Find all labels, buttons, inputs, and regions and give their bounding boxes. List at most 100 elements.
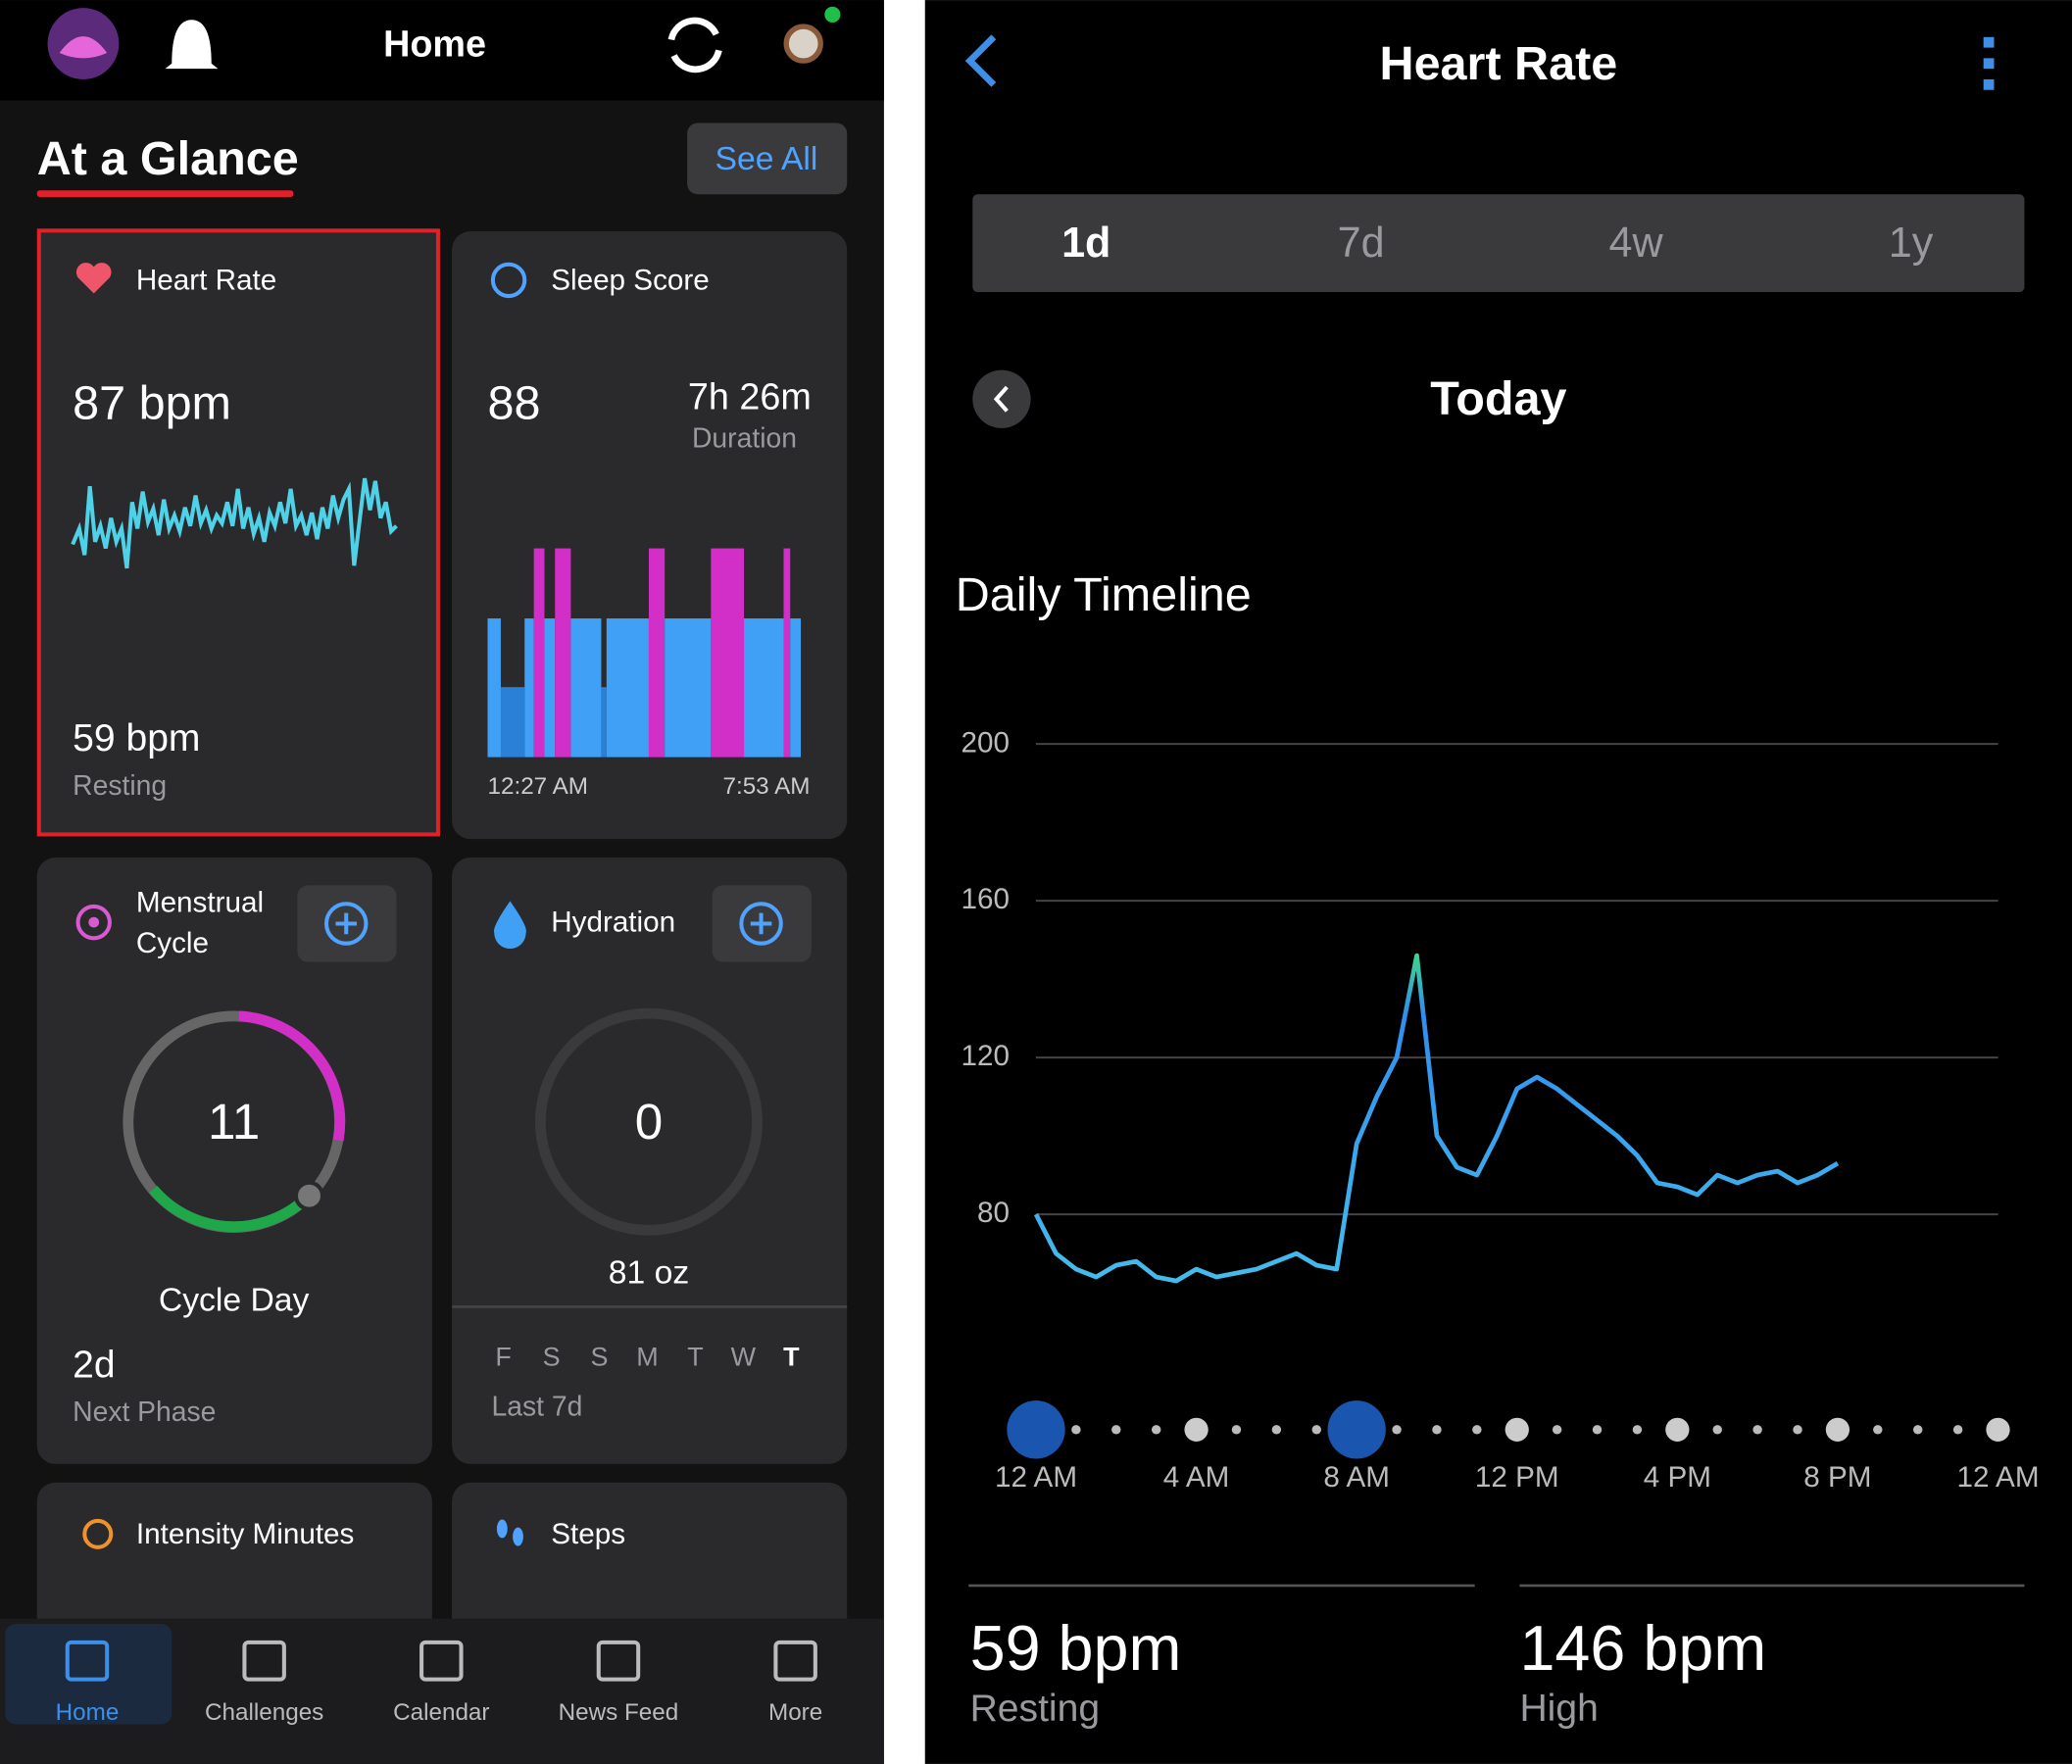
previous-day-button[interactable] (972, 369, 1031, 428)
sync-icon[interactable] (667, 17, 722, 74)
see-all-button[interactable] (687, 122, 848, 195)
menstrual-cycle-card[interactable] (36, 858, 432, 1464)
next-phase: 2d (73, 1344, 115, 1386)
x-tick-label: 8 AM (1323, 1461, 1390, 1494)
x-tick-label: 12 AM (995, 1461, 1077, 1494)
hydration-goal: 81 oz (609, 1253, 689, 1291)
tab-label[interactable]: 7d (1338, 220, 1385, 267)
heart-rate-line (1033, 953, 1840, 1284)
bell-icon[interactable] (165, 20, 219, 70)
y-tick-label: 160 (962, 883, 1010, 915)
weekday: F (495, 1343, 511, 1372)
screen-title: Heart Rate (1380, 37, 1618, 90)
back-button[interactable] (964, 34, 997, 87)
nav-icon[interactable] (419, 1640, 464, 1682)
hour-dot (1472, 1425, 1482, 1435)
hour-dot (1793, 1425, 1802, 1435)
hour-dot (1311, 1425, 1321, 1435)
weekday: W (731, 1343, 757, 1372)
add-icon (739, 902, 783, 946)
cycle-phase-arc (238, 1010, 346, 1142)
tab-label[interactable]: 1d (1061, 220, 1110, 267)
menu-button[interactable] (1983, 36, 1995, 90)
tab-label[interactable]: 4w (1609, 220, 1664, 267)
sleep-stages (487, 548, 802, 758)
chart: 80 120 160 200 12 AM 4 AM 8 AM 12 PM 4 PM 8 PM 12 … (962, 726, 2040, 1494)
weekday: T (687, 1343, 703, 1372)
stat-label: Resting (970, 1688, 1101, 1730)
hydration-card[interactable] (452, 858, 848, 1464)
card-title: Heart Rate (136, 264, 276, 296)
x-tick-dot (1184, 1417, 1209, 1442)
nav-label[interactable]: Challenges (205, 1699, 323, 1726)
previous-day-icon (993, 385, 1009, 413)
y-tick-label: 200 (962, 726, 1010, 759)
next-phase-label: Next Phase (73, 1396, 216, 1427)
card-title: Cycle (136, 927, 209, 959)
nav-icon[interactable] (773, 1640, 817, 1682)
nav-label[interactable]: Home (56, 1699, 120, 1726)
x-tick-dot (1986, 1417, 2010, 1442)
hour-dot (1432, 1425, 1442, 1435)
cycle-marker (293, 1180, 324, 1211)
nav-selected (5, 1624, 173, 1725)
hour-dot (1392, 1425, 1402, 1435)
nav-icon[interactable] (242, 1640, 286, 1682)
card-title: Intensity Minutes (136, 1518, 355, 1550)
drop-icon (493, 901, 526, 950)
tab-label[interactable]: 1y (1889, 220, 1934, 267)
nav-icon[interactable] (596, 1640, 641, 1682)
add-icon (323, 902, 369, 946)
y-tick-label: 80 (977, 1197, 1010, 1229)
hour-dot (1592, 1425, 1603, 1435)
nav-icon[interactable] (65, 1640, 110, 1682)
nav-label[interactable]: More (768, 1699, 822, 1726)
device-status (824, 6, 841, 23)
top-title: Home (383, 24, 486, 65)
cycle-day: 11 (208, 1094, 260, 1150)
stat-label: High (1519, 1688, 1598, 1730)
heart-icon (75, 263, 112, 294)
device-icon[interactable] (783, 24, 823, 64)
see-all-label[interactable]: See All (715, 140, 818, 177)
hour-dot (1912, 1425, 1923, 1435)
x-tick-label: 8 PM (1803, 1461, 1871, 1494)
x-tick-dot (1505, 1417, 1529, 1442)
x-tick-dot (1825, 1417, 1850, 1442)
intensity-minutes-card[interactable] (36, 1482, 432, 1642)
weekday: S (543, 1343, 561, 1372)
steps-card[interactable] (452, 1482, 848, 1642)
section-title: At a Glance (37, 132, 299, 185)
chart-title: Daily Timeline (956, 568, 1252, 621)
current-heart-rate: 87 bpm (73, 376, 231, 429)
hour-dot (1632, 1425, 1643, 1435)
period-label: Last 7d (492, 1391, 583, 1422)
hydration-amount: 0 (635, 1094, 663, 1150)
section-underline (36, 190, 294, 197)
resting-heart-rate: 59 bpm (73, 717, 200, 760)
top-bar (0, 0, 884, 101)
cycle-day-label: Cycle Day (159, 1282, 310, 1319)
sleep-score: 88 (487, 376, 540, 429)
card-title: Sleep Score (551, 264, 710, 296)
nav-items: Home Challenges Calendar News Feed More (56, 1640, 822, 1726)
y-tick-label: 120 (962, 1040, 1010, 1072)
hour-dot (1712, 1425, 1722, 1435)
intensity-icon (82, 1518, 114, 1549)
nav-label[interactable]: Calendar (393, 1699, 489, 1726)
hour-dot (1071, 1425, 1081, 1435)
card-title: Steps (551, 1518, 625, 1550)
x-tick-dot (1665, 1417, 1690, 1442)
x-tick-label: 12 PM (1475, 1461, 1559, 1494)
sleep-duration: 7h 26m (688, 376, 812, 417)
nav-label[interactable]: News Feed (559, 1699, 679, 1726)
steps-icon (513, 1527, 523, 1546)
cycle-icon (75, 904, 112, 941)
period-title: Today (1430, 372, 1566, 425)
right-panel (924, 0, 2072, 1764)
heart-rate-card[interactable] (36, 228, 440, 837)
tab-bar (972, 194, 2025, 293)
